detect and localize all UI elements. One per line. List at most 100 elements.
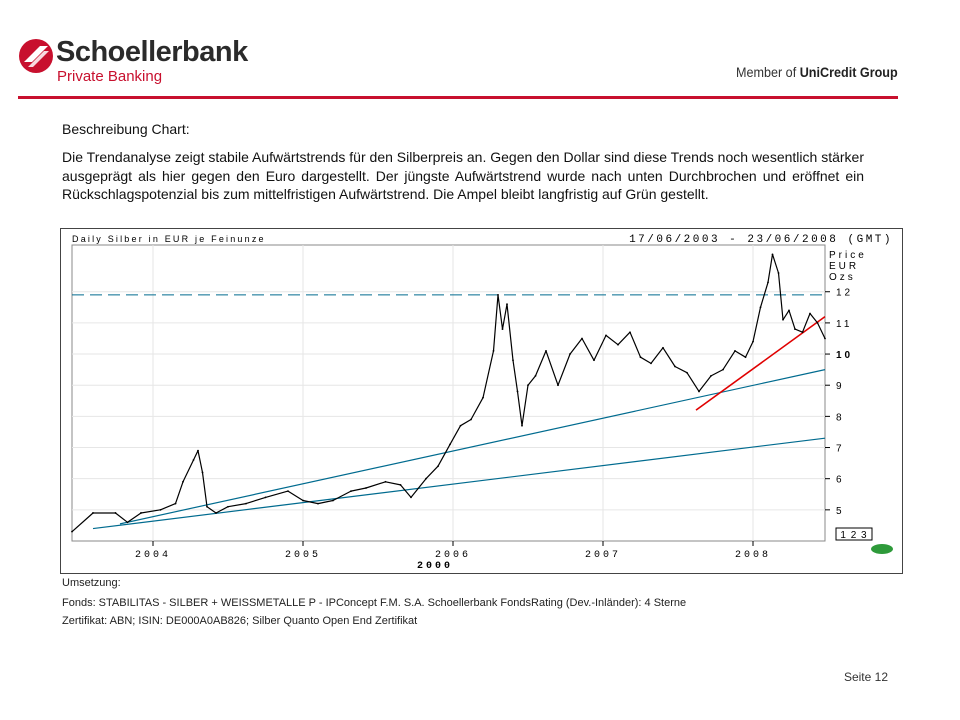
price-point [399, 484, 402, 486]
header-divider [18, 96, 898, 99]
price-line [71, 253, 826, 533]
chart-date-range: 17/06/2003 - 23/06/2008 (GMT) [629, 234, 893, 246]
price-point [192, 459, 195, 461]
x-tick-label: 2005 [285, 550, 321, 561]
price-point [114, 512, 117, 514]
price-point [759, 306, 762, 309]
page-marker: 1 2 3 [840, 530, 867, 541]
price-point [734, 350, 736, 352]
price-point [816, 321, 819, 324]
schoellerbank-logo: Schoellerbank Private Banking [18, 36, 258, 88]
price-point [674, 365, 676, 368]
price-point [809, 312, 811, 315]
y-tick-label: 8 [836, 412, 845, 423]
price-point [771, 253, 774, 256]
price-point [245, 502, 247, 505]
price-point [794, 328, 796, 331]
y-axis: 12 11 10 9 8 7 6 5 [825, 288, 853, 517]
y-tick-label: 12 [836, 288, 853, 299]
price-point [206, 505, 208, 508]
price-point [159, 508, 162, 511]
price-point [521, 424, 523, 427]
trendlines [92, 316, 826, 530]
x-tick-label: 2007 [585, 550, 621, 561]
bank-subtitle: Private Banking [57, 68, 163, 85]
price-point [801, 331, 804, 334]
price-point [332, 499, 334, 502]
price-point [182, 480, 184, 483]
price-point [201, 471, 204, 474]
price-point [317, 502, 319, 505]
price-point [698, 390, 700, 393]
price-label-line: Price [829, 250, 867, 261]
price-point [617, 343, 619, 346]
y-tick-label: 5 [836, 506, 845, 517]
price-point [767, 281, 769, 284]
price-point [744, 356, 747, 359]
y-tick-label: 7 [836, 444, 845, 455]
price-point [569, 353, 571, 355]
price-point [788, 309, 790, 312]
price-point [650, 362, 652, 365]
price-point [639, 356, 642, 359]
zertifikat-line: Zertifikat: ABN; ISIN: DE000A0AB826; Sil… [62, 615, 418, 627]
price-point [581, 337, 583, 340]
trendline-kurzfristig [695, 316, 826, 411]
price-point [92, 512, 94, 514]
member-prefix: Member of [736, 64, 800, 80]
description-paragraph: Die Trendanalyse zeigt stabile Aufwärtst… [62, 149, 864, 202]
price-point [287, 490, 289, 493]
price-point [512, 359, 514, 362]
price-point [425, 477, 427, 480]
price-point [686, 371, 688, 374]
price-point [824, 337, 826, 340]
page-number: Seite 12 [843, 670, 888, 684]
fonds-line: Fonds: STABILITAS - SILBER + WEISSMETALL… [62, 597, 687, 609]
price-point [449, 443, 451, 446]
silver-price-chart: Daily Silber in EUR je Feinunze 17/06/20… [60, 228, 903, 574]
price-point [752, 340, 754, 343]
chart-title: Daily Silber in EUR je Feinunze [72, 234, 266, 244]
price-point [557, 384, 559, 387]
plot-area [71, 244, 826, 542]
price-point [527, 384, 529, 387]
x-tick-label: 2008 [735, 550, 771, 561]
price-point [492, 350, 495, 352]
price-point [126, 521, 129, 524]
y-tick-label: 9 [836, 381, 845, 392]
price-point [140, 512, 142, 514]
page-marker-box: 1 2 3 [835, 527, 873, 541]
price-label-line: EUR [829, 261, 859, 272]
x-axis: 2004 2005 2006 2007 2008 [135, 541, 771, 561]
green-signal-icon [871, 544, 893, 554]
price-point [459, 424, 462, 427]
member-of-label: Member of UniCredit Group [736, 64, 898, 80]
price-point [437, 465, 439, 468]
price-point [350, 490, 352, 493]
bank-name: Schoellerbank [56, 36, 248, 68]
price-label-line: Ozs [829, 272, 856, 283]
trendline-mittelfristig [92, 437, 826, 530]
price-point [506, 303, 508, 306]
price-point [384, 480, 387, 483]
chart-grid [72, 245, 825, 541]
price-point [227, 505, 229, 508]
price-point [365, 487, 367, 489]
price-point [410, 496, 412, 499]
description-heading: Beschreibung Chart: [62, 121, 190, 137]
price-point [545, 350, 547, 352]
price-point [629, 331, 631, 334]
price-point [264, 496, 267, 499]
umsetzung-label: Umsetzung: [62, 577, 121, 589]
price-point [516, 390, 519, 393]
price-point [470, 418, 472, 421]
price-point [302, 499, 304, 502]
trendline-langfristig [119, 369, 826, 525]
price-point [197, 449, 199, 452]
price-point [501, 328, 504, 331]
price-point [605, 334, 607, 337]
price-point [215, 512, 217, 514]
price-point [71, 530, 73, 533]
member-group: UniCredit Group [799, 64, 898, 80]
